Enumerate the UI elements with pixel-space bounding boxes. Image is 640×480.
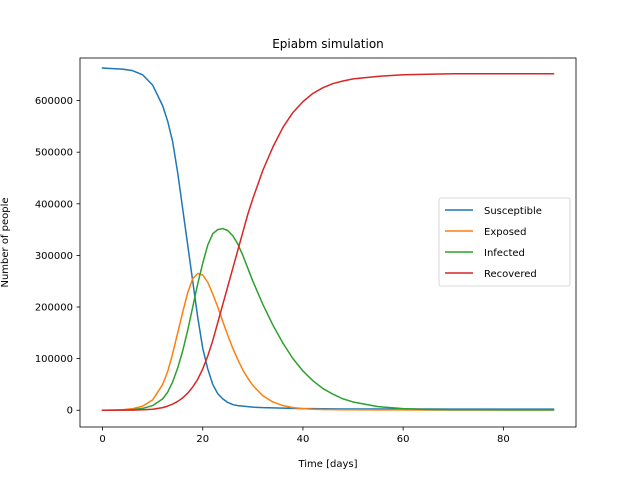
legend: Susceptible Exposed Infected Recovered [438, 197, 571, 287]
legend-label-susceptible: Susceptible [484, 206, 542, 217]
legend-label-recovered: Recovered [484, 269, 537, 280]
y-axis-label: Number of people [0, 197, 11, 287]
x-axis-label: Time [days] [297, 459, 357, 470]
chart-title: Epiabm simulation [272, 37, 384, 51]
y-tick-label: 0 [67, 406, 73, 417]
series-line-susceptible [101, 67, 555, 410]
y-tick-label: 300000 [35, 251, 73, 262]
x-tick-label: 80 [497, 434, 510, 445]
x-tick-label: 40 [297, 434, 310, 445]
legend-label-infected: Infected [484, 248, 525, 259]
y-tick-label: 400000 [35, 199, 73, 210]
x-tick-label: 20 [196, 434, 209, 445]
legend-box [438, 197, 571, 287]
series-line-recovered [101, 72, 555, 411]
x-tick-label: 60 [397, 434, 410, 445]
y-tick-label: 200000 [35, 303, 73, 314]
legend-entries: Susceptible Exposed Infected Recovered [445, 206, 542, 280]
plot-frame [79, 57, 577, 428]
x-tick-label: 0 [99, 434, 105, 445]
ticks-layer: 0 20 40 60 80 0 100000 200000 300000 400000 500000… [35, 96, 510, 445]
y-tick-label: 600000 [35, 96, 73, 107]
series-line-exposed [101, 272, 555, 411]
y-tick-label: 500000 [35, 148, 73, 159]
series-layer [101, 67, 555, 411]
y-tick-label: 100000 [35, 354, 73, 365]
legend-label-exposed: Exposed [484, 227, 526, 238]
series-line-infected [101, 227, 555, 411]
